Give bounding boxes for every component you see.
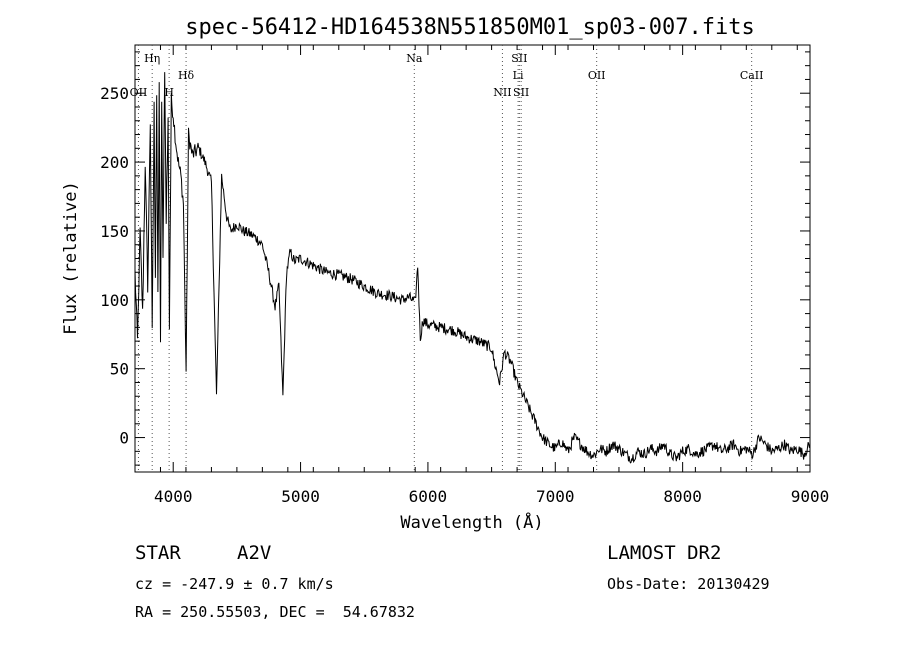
chart-title: spec-56412-HD164538N551850M01_sp03-007.f…: [185, 15, 755, 40]
line-marker-label-6: Li: [513, 69, 524, 82]
line-marker-label-1: Hη: [144, 52, 160, 65]
x-tick-label-1: 5000: [281, 487, 320, 506]
survey-name: LAMOST DR2: [607, 542, 722, 564]
line-marker-label-2: H: [164, 86, 174, 99]
plot-frame: [134, 44, 811, 473]
observation-date: Obs-Date: 20130429: [607, 575, 770, 593]
spectrum-line-0: [134, 72, 811, 464]
y-tick-label-0: 0: [119, 429, 129, 448]
line-marker-label-3: Hδ: [178, 69, 195, 82]
coordinates: RA = 250.55503, DEC = 54.67832: [135, 603, 415, 621]
x-tick-label-4: 8000: [663, 487, 702, 506]
y-axis-label: Flux (relative): [61, 181, 81, 335]
y-tick-label-5: 250: [100, 84, 129, 103]
axis-ticks: 4000 5000 6000 7000 8000 9000 0 50 100 150 200 250: [100, 45, 829, 506]
x-tick-label-5: 9000: [791, 487, 830, 506]
spectrum-series: [134, 72, 811, 464]
line-marker-label-4: Na: [406, 52, 423, 65]
spectral-subclass: A2V: [237, 542, 272, 564]
x-tick-label-3: 7000: [536, 487, 575, 506]
line-marker-label-0: OII: [130, 86, 148, 99]
y-tick-label-3: 150: [100, 222, 129, 241]
y-tick-label-4: 200: [100, 153, 129, 172]
line-marker-label-9: OII: [588, 69, 606, 82]
line-marker-label-5: NII: [493, 86, 511, 99]
x-tick-label-2: 6000: [409, 487, 448, 506]
line-marker-label-10: CaII: [740, 69, 764, 82]
line-marker-label-7: SII: [511, 52, 527, 65]
y-tick-label-1: 50: [110, 360, 129, 379]
redshift-value: cz = -247.9 ± 0.7 km/s: [135, 575, 334, 593]
x-tick-label-0: 4000: [154, 487, 193, 506]
line-marker-label-8: SII: [513, 86, 529, 99]
y-tick-label-2: 100: [100, 291, 129, 310]
x-axis-label: Wavelength (Å): [400, 511, 543, 533]
object-class: STAR: [135, 542, 181, 564]
